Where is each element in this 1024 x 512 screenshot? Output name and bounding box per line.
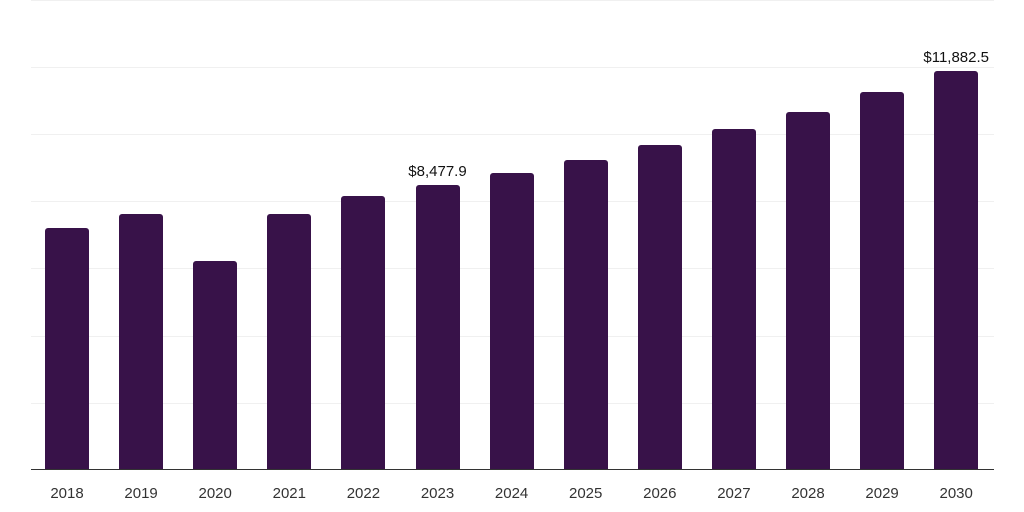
gridline — [31, 0, 994, 1]
bar-2026[interactable] — [637, 145, 682, 470]
x-tick-label: 2029 — [865, 485, 899, 502]
x-tick-label: 2023 — [420, 485, 455, 502]
x-tick-label: 2020 — [198, 485, 232, 502]
bar-2030[interactable] — [934, 71, 979, 470]
x-tick-label: 2019 — [124, 485, 158, 502]
bar-2020[interactable] — [193, 260, 238, 470]
bar-2028[interactable] — [786, 112, 830, 470]
x-tick-label: 2018 — [50, 485, 84, 502]
x-tick-label: 2024 — [494, 485, 529, 502]
bar-2022[interactable] — [341, 196, 386, 470]
x-tick-label: 2030 — [939, 485, 973, 502]
x-tick-label: 2026 — [643, 485, 677, 502]
x-tick-label: 2021 — [272, 485, 306, 502]
bar-2018[interactable] — [45, 228, 89, 470]
bar-2027[interactable] — [711, 129, 756, 470]
bar-2023[interactable] — [415, 185, 460, 470]
x-tick-label: 2027 — [717, 485, 751, 502]
bar-2024[interactable] — [489, 173, 534, 470]
x-axis-line — [31, 469, 994, 470]
x-tick-label: 2028 — [791, 485, 825, 502]
gridline — [31, 67, 994, 68]
bar-2019[interactable] — [119, 214, 164, 470]
x-tick-label: 2022 — [346, 485, 381, 502]
bar-2021[interactable] — [267, 214, 312, 470]
bar-2029[interactable] — [860, 92, 905, 470]
data-label: $11,882.5 — [923, 49, 989, 67]
x-tick-label: 2025 — [569, 485, 603, 502]
bar-2025[interactable] — [563, 160, 608, 470]
data-label: $8,477.9 — [408, 163, 467, 181]
gridline — [31, 134, 994, 135]
